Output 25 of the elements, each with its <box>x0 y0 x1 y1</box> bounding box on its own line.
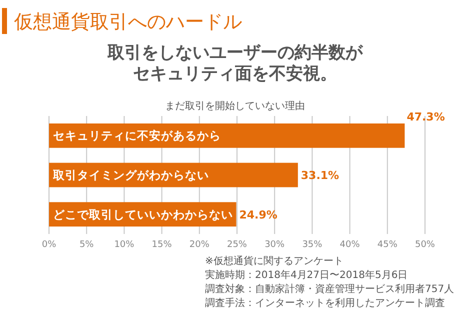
x-tick-label: 25% <box>226 240 248 250</box>
x-tick-label: 15% <box>152 240 172 250</box>
data-label: 24.9% <box>239 208 278 222</box>
x-tick-label: 20% <box>189 240 210 250</box>
data-label: 47.3% <box>406 110 445 124</box>
x-tick-label: 35% <box>302 240 323 250</box>
chart-title: 仮想通貨取引へのハードル <box>13 11 242 33</box>
y-tick-label: セキュリティに不安があるから <box>53 128 221 143</box>
text: ※仮想通貨に関するアンケート <box>205 255 344 267</box>
x-axis-title: まだ取引を開始していない理由 <box>165 100 305 112</box>
x-tick-label: 45% <box>377 240 398 250</box>
x-tick-label: 30% <box>264 240 286 250</box>
x-tick-label: 40% <box>340 240 360 250</box>
chart-subtitle: 取引をしないユーザーの約半数がセキュリティ面を不安視。 <box>106 43 364 84</box>
bar <box>49 123 405 148</box>
x-tick-label: 10% <box>114 240 135 250</box>
x-tick-label: 0% <box>42 240 57 250</box>
text: 調査手法：インターネットを利用したアンケート調査 <box>205 297 445 309</box>
x-tick-label: 5% <box>79 240 94 250</box>
data-label: 33.1% <box>300 169 340 182</box>
x-tick-label: 50% <box>414 240 436 250</box>
text: 実施時期：2018年4月27日〜2018年5月6日 <box>205 269 408 281</box>
text: 調査対象：自動家計簿・資産管理サービス利用者757人 <box>205 283 454 295</box>
y-tick-label: どこで取引していいかわからない <box>53 207 233 222</box>
y-tick-label: 取引タイミングがわからない <box>52 168 209 182</box>
